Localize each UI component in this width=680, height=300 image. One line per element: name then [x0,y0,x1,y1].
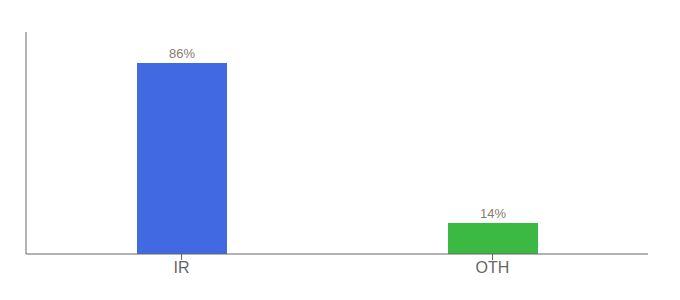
svg-text:86%: 86% [169,46,195,61]
svg-text:OTH: OTH [476,259,510,276]
svg-text:IR: IR [174,259,190,276]
svg-text:14%: 14% [480,206,506,221]
